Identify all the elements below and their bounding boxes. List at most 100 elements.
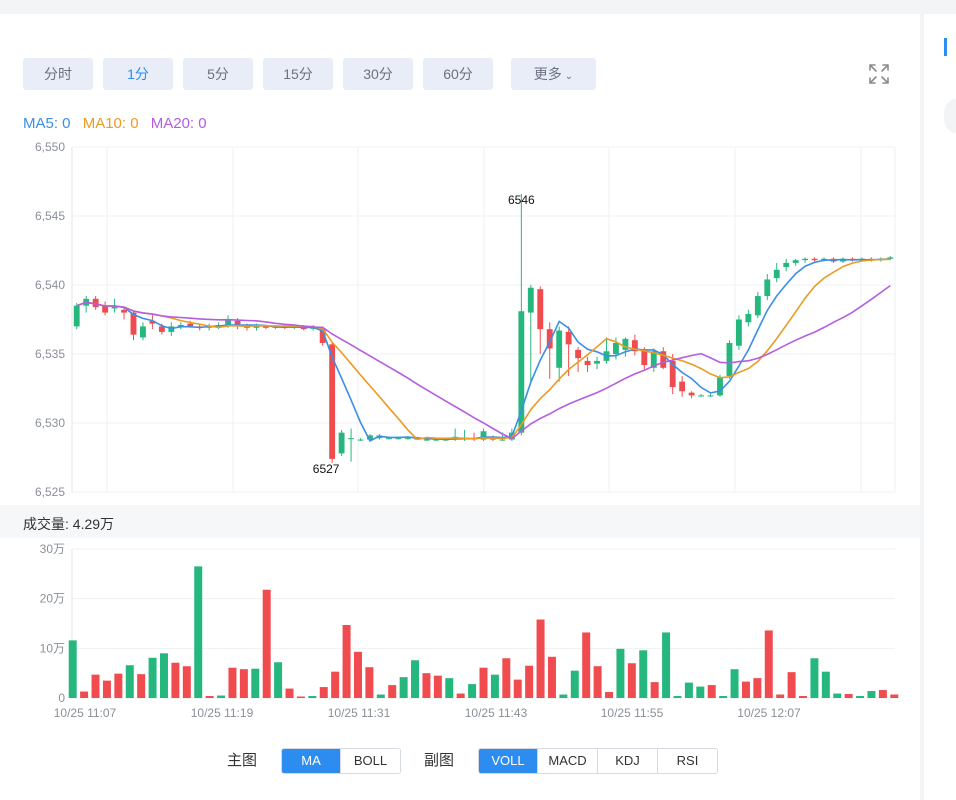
- volume-bar: [205, 696, 214, 698]
- volume-bar: [490, 674, 499, 698]
- candle-body: [707, 395, 714, 397]
- period-button-5[interactable]: 60分: [423, 58, 493, 90]
- candle-body: [338, 432, 345, 454]
- sub-kdj-button[interactable]: KDJ: [598, 749, 658, 773]
- volume-bar: [570, 670, 579, 698]
- candle-body: [357, 439, 364, 441]
- time-tick-label: 10/25 11:19: [191, 706, 254, 720]
- volume-bar: [856, 696, 865, 698]
- candle-body: [348, 438, 354, 440]
- ma5-legend: MA5: 0: [23, 115, 71, 132]
- time-tick-label: 10/25 11:31: [328, 706, 391, 720]
- price-tick-label: 6,530: [35, 416, 65, 430]
- more-periods-button[interactable]: 更多 ⌄: [511, 58, 596, 90]
- volume-bar: [547, 656, 556, 698]
- sub-macd-button[interactable]: MACD: [538, 749, 598, 773]
- candle-body: [102, 305, 109, 313]
- candle-body: [669, 360, 676, 388]
- volume-bar: [91, 674, 100, 698]
- candle-body: [641, 349, 648, 366]
- candle-body: [622, 338, 629, 350]
- candle-body: [329, 344, 336, 459]
- volume-bar: [331, 671, 340, 698]
- candle-body: [688, 392, 695, 396]
- period-button-4[interactable]: 30分: [343, 58, 413, 90]
- volume-bar: [468, 684, 477, 698]
- candle-body: [149, 320, 156, 324]
- candle-body: [395, 438, 402, 440]
- candle-body: [140, 326, 146, 338]
- candle-body: [698, 395, 705, 397]
- candle-body: [225, 319, 232, 327]
- volume-bar: [616, 648, 625, 698]
- volume-bar: [365, 667, 374, 698]
- candle-body: [613, 342, 619, 354]
- candle-body: [745, 313, 752, 323]
- volume-bar: [890, 694, 899, 698]
- candle-body: [527, 287, 534, 313]
- main-ma-button[interactable]: MA: [282, 749, 341, 773]
- volume-bar: [502, 658, 511, 698]
- candle-body: [404, 438, 411, 440]
- ma20-legend: MA20: 0: [150, 115, 207, 132]
- candle-body: [546, 329, 553, 349]
- candle-body: [575, 349, 582, 359]
- candle-body: [631, 340, 638, 352]
- volume-bar: [114, 673, 123, 698]
- period-button-0[interactable]: 分时: [23, 58, 93, 90]
- main-indicator-group: MA BOLL: [281, 748, 401, 774]
- volume-bar: [684, 682, 693, 698]
- volume-bar: [536, 619, 545, 698]
- volume-bar: [593, 666, 602, 698]
- sub-indicator-group: VOLL MACD KDJ RSI: [478, 748, 718, 774]
- sub-voll-button[interactable]: VOLL: [479, 749, 538, 773]
- volume-bar: [274, 662, 283, 698]
- volume-bar: [342, 624, 351, 698]
- volume-bar: [102, 680, 111, 698]
- candle-body: [385, 438, 392, 440]
- candle-body: [319, 329, 326, 343]
- candle-body: [367, 435, 373, 440]
- volume-bar: [68, 640, 77, 698]
- candle-body: [887, 257, 894, 259]
- sub-chart-label: 副图: [424, 752, 455, 769]
- time-tick-label: 10/25 11:43: [465, 706, 528, 720]
- period-button-3[interactable]: 15分: [263, 58, 333, 90]
- volume-bar: [319, 687, 328, 698]
- volume-bar: [353, 651, 362, 698]
- ma10-line: [76, 258, 891, 441]
- indicator-controls: 主图 MA BOLL 副图 VOLL MACD KDJ RSI: [0, 748, 920, 774]
- volume-bar: [627, 663, 636, 698]
- candle-body: [811, 258, 818, 261]
- price-tick-label: 6,535: [35, 347, 65, 361]
- volume-bar: [707, 685, 716, 698]
- volume-bar: [399, 677, 408, 698]
- volume-bar: [753, 678, 762, 698]
- period-button-1[interactable]: 1分: [103, 58, 173, 90]
- candle-body: [262, 326, 269, 328]
- volume-bar: [456, 693, 465, 698]
- kline-chart[interactable]: 6,550 6,545 6,540 6,535 6,530 6,525 6546 6527 30…: [0, 0, 920, 720]
- more-label: 更多: [533, 66, 562, 82]
- volume-bar: [776, 694, 785, 698]
- volume-bar: [696, 686, 705, 698]
- candle-body: [773, 269, 780, 279]
- price-tick-label: 6,545: [35, 209, 65, 223]
- period-button-2[interactable]: 5分: [183, 58, 253, 90]
- candle-body: [480, 431, 487, 440]
- main-boll-button[interactable]: BOLL: [341, 749, 400, 773]
- candle-body: [92, 298, 99, 308]
- volume-bar: [433, 675, 442, 698]
- candle-body: [234, 320, 241, 327]
- candle-body: [717, 377, 723, 396]
- volume-bar: [833, 693, 842, 698]
- volume-bar: [673, 696, 682, 698]
- sub-rsi-button[interactable]: RSI: [658, 749, 717, 773]
- fullscreen-icon[interactable]: [866, 62, 892, 86]
- volume-bar: [159, 653, 168, 698]
- volume-bar: [137, 674, 146, 698]
- kline-panel: 分时 1分 5分 15分 30分 60分 更多 ⌄ MA5: 0 MA10: 0 MA20:…: [0, 14, 920, 800]
- candle-body: [792, 260, 799, 263]
- candle-body: [423, 439, 430, 441]
- volume-bar: [559, 694, 568, 698]
